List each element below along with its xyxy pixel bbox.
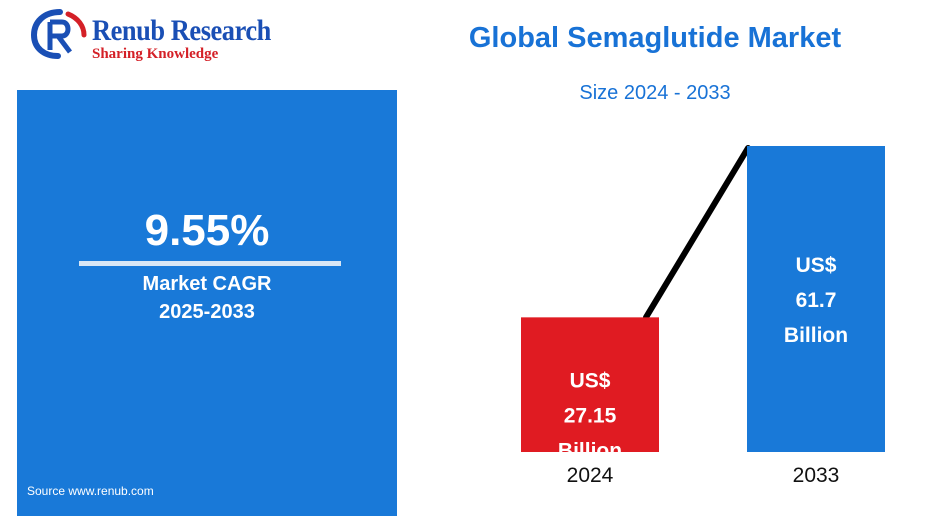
data-label-2033-0: US$ bbox=[796, 254, 837, 277]
x-tick-2024: 2024 bbox=[567, 464, 614, 487]
cagr-divider bbox=[79, 261, 341, 266]
brand-name: Renub Research bbox=[92, 14, 271, 47]
cagr-value: 9.55% bbox=[144, 206, 270, 255]
data-label-2033-1: 61.7 bbox=[796, 289, 837, 312]
cagr-label: Market CAGR 2025-2033 bbox=[17, 270, 397, 326]
cagr-panel: 9.55% Market CAGR 2025-2033 Source www.r… bbox=[17, 90, 397, 516]
cagr-label-line2: 2025-2033 bbox=[159, 301, 255, 323]
data-label-2024-1: 27.15 bbox=[564, 404, 617, 427]
chart-subtitle: Size 2024 - 2033 bbox=[579, 82, 731, 104]
cagr-label-line1: Market CAGR bbox=[142, 273, 272, 295]
source-note: Source www.renub.com bbox=[27, 484, 154, 498]
brand-tagline: Sharing Knowledge bbox=[92, 46, 219, 62]
bar-2024 bbox=[521, 317, 659, 452]
data-label-2024-2: Billion bbox=[558, 439, 622, 462]
x-tick-2033: 2033 bbox=[793, 464, 840, 487]
data-label-2033-2: Billion bbox=[784, 324, 848, 347]
data-label-2024-0: US$ bbox=[570, 369, 611, 392]
bar-2033 bbox=[747, 146, 885, 452]
chart-title: Global Semaglutide Market bbox=[468, 22, 842, 54]
renub-logo-icon bbox=[30, 9, 87, 59]
growth-connector-line bbox=[643, 145, 751, 321]
renub-logo: Renub Research Sharing Knowledge bbox=[30, 8, 320, 63]
